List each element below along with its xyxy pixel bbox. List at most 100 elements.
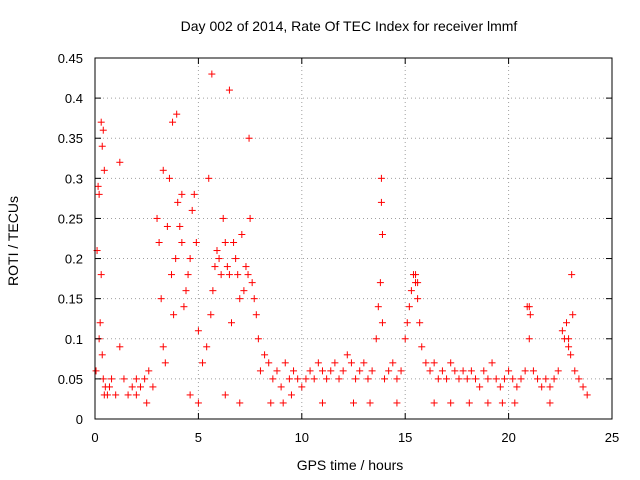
data-point (169, 118, 177, 126)
data-point (505, 367, 513, 375)
data-point (116, 343, 124, 351)
data-point (215, 255, 223, 263)
data-point (352, 375, 360, 383)
data-point (205, 174, 213, 182)
data-point (124, 391, 132, 399)
x-tick-label: 15 (398, 430, 412, 445)
data-point (376, 279, 384, 287)
data-point (116, 158, 124, 166)
data-point (550, 375, 558, 383)
data-point (529, 367, 537, 375)
data-point (132, 375, 140, 383)
data-point (170, 311, 178, 319)
data-point (310, 375, 318, 383)
data-point (498, 399, 506, 407)
data-point (120, 375, 128, 383)
data-point (221, 391, 229, 399)
data-point (261, 351, 269, 359)
data-point (418, 343, 426, 351)
data-point (190, 190, 198, 198)
data-point (480, 367, 488, 375)
data-point (174, 198, 182, 206)
y-tick-label: 0.3 (65, 171, 83, 186)
data-point (112, 391, 120, 399)
data-point (378, 319, 386, 327)
grid-lines (95, 58, 612, 419)
data-point (517, 375, 525, 383)
y-tick-label: 0.35 (58, 131, 83, 146)
data-point (219, 214, 227, 222)
data-point (343, 351, 351, 359)
data-point (254, 335, 262, 343)
data-point (484, 375, 492, 383)
data-point (426, 367, 434, 375)
data-point (223, 263, 231, 271)
data-point (447, 399, 455, 407)
data-point (465, 399, 473, 407)
data-point (97, 118, 105, 126)
data-point (374, 303, 382, 311)
data-point (488, 359, 496, 367)
data-point (240, 287, 248, 295)
data-point (256, 367, 264, 375)
data-point (103, 391, 111, 399)
axis-ticks: 0 5 10 15 20 25 0 0.05 0.1 0.15 0.2 0.25 0.3 0.35 0.4 0… (58, 51, 620, 445)
data-point (207, 311, 215, 319)
data-point (525, 335, 533, 343)
data-point (178, 190, 186, 198)
y-tick-label: 0.15 (58, 292, 83, 307)
data-point (245, 134, 253, 142)
data-point (412, 271, 420, 279)
data-point (434, 375, 442, 383)
data-point (443, 375, 451, 383)
data-point (209, 287, 217, 295)
data-point (172, 255, 180, 263)
data-point (290, 367, 298, 375)
data-point (269, 375, 277, 383)
data-point (347, 359, 355, 367)
data-point (192, 239, 200, 247)
data-point (281, 359, 289, 367)
data-point (217, 271, 225, 279)
data-point (194, 327, 202, 335)
data-point (287, 391, 295, 399)
data-point (168, 271, 176, 279)
data-point (302, 375, 310, 383)
data-point (267, 399, 275, 407)
y-tick-label: 0.25 (58, 211, 83, 226)
y-tick-label: 0.4 (65, 91, 83, 106)
data-point (546, 399, 554, 407)
data-point (339, 367, 347, 375)
data-point (579, 383, 587, 391)
data-point (583, 391, 591, 399)
x-tick-label: 0 (91, 430, 98, 445)
data-point (459, 367, 467, 375)
data-point (94, 182, 102, 190)
data-point (182, 287, 190, 295)
data-point (132, 391, 140, 399)
data-point (385, 367, 393, 375)
y-tick-label: 0 (76, 412, 83, 427)
data-point (99, 126, 107, 134)
data-point (96, 319, 104, 327)
data-point (252, 311, 260, 319)
data-point (407, 287, 415, 295)
data-point (360, 359, 368, 367)
data-point (194, 399, 202, 407)
data-point (569, 311, 577, 319)
data-point (472, 375, 480, 383)
data-point (246, 214, 254, 222)
data-point (571, 367, 579, 375)
data-point (389, 359, 397, 367)
data-point (230, 239, 238, 247)
data-point (108, 375, 116, 383)
data-point (186, 255, 194, 263)
data-point (335, 375, 343, 383)
data-point (393, 375, 401, 383)
data-point (416, 319, 424, 327)
data-point (377, 174, 385, 182)
data-point (546, 383, 554, 391)
data-point (298, 383, 306, 391)
y-tick-label: 0.2 (65, 252, 83, 267)
data-point (306, 367, 314, 375)
